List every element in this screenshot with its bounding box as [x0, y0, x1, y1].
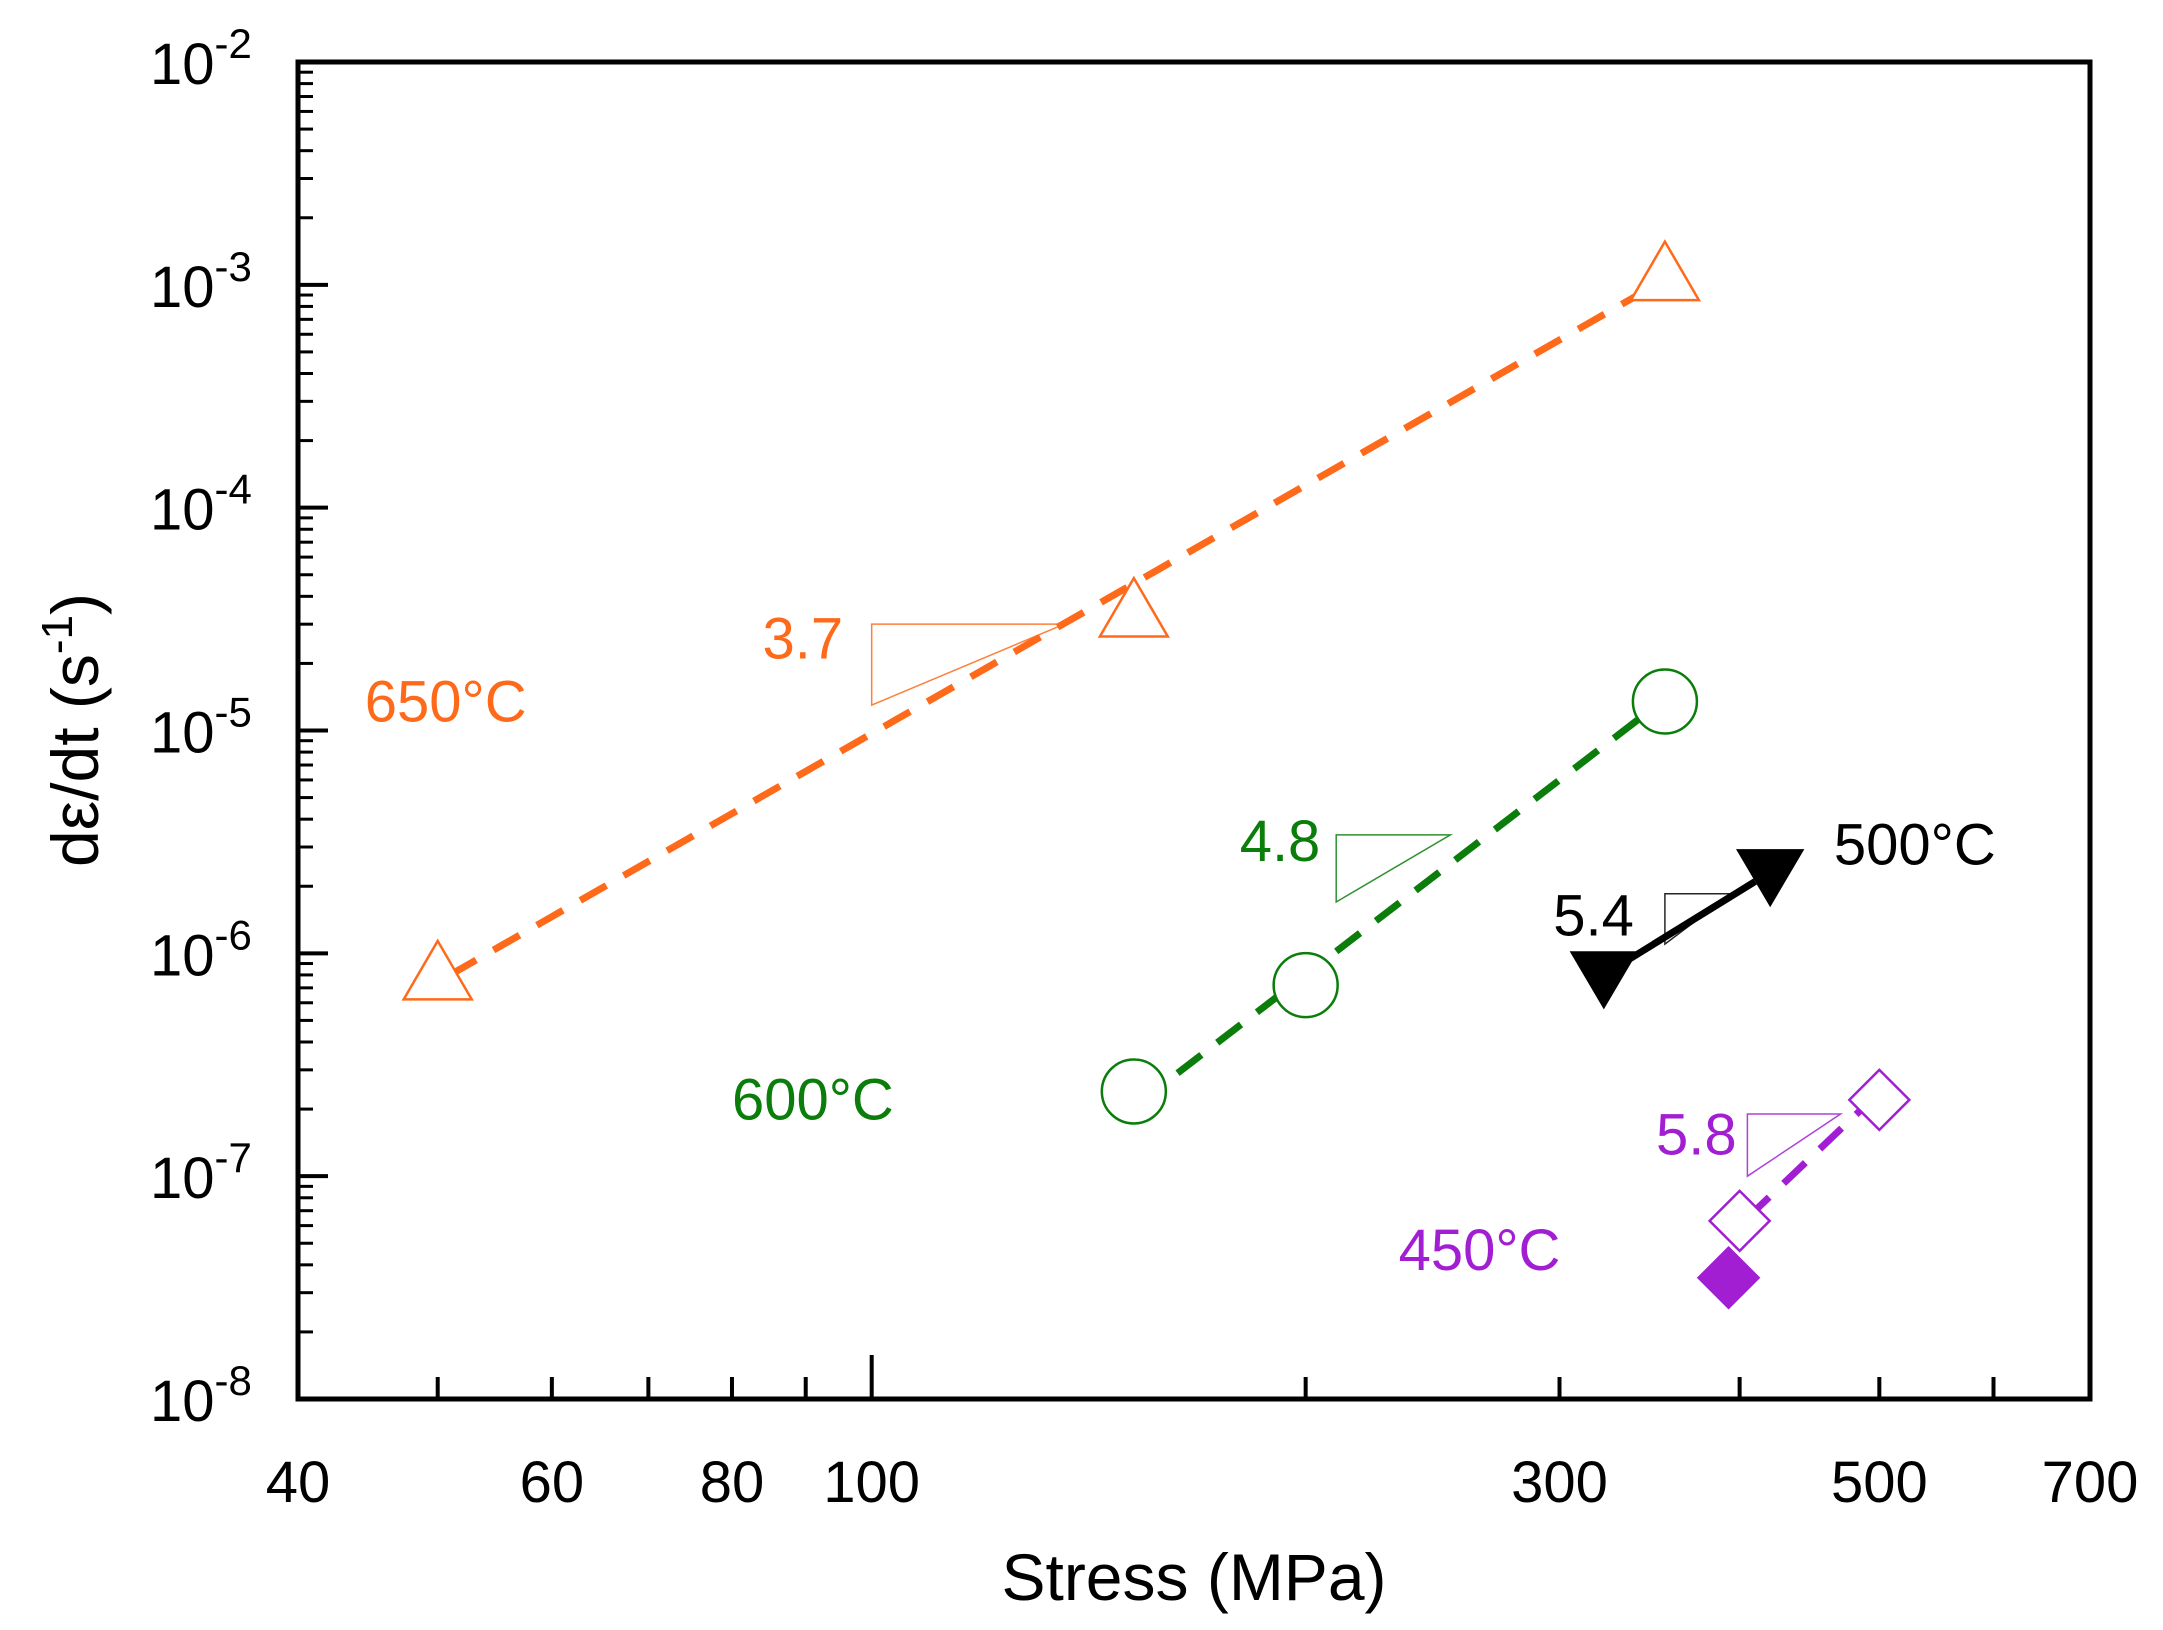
y-tick-label: 10-4 — [150, 466, 252, 543]
slope-value-label: 4.8 — [1240, 809, 1321, 874]
circle-marker — [1100, 1058, 1168, 1125]
x-axis-title: Stress (MPa) — [1001, 1540, 1386, 1614]
triangle-down-marker — [1569, 951, 1639, 1010]
series-label: 500°C — [1834, 813, 1996, 878]
y-axis-title: dε/dt (s-1) — [33, 593, 112, 867]
y-tick-exponent: -2 — [215, 20, 252, 67]
y-tick-base: 10 — [150, 32, 215, 97]
x-tick-label: 40 — [266, 1450, 331, 1515]
diamond-marker — [1847, 1068, 1912, 1132]
fit-line-3 — [1744, 1101, 1870, 1221]
y-tick-exponent: -3 — [215, 243, 252, 290]
x-tick-label: 700 — [2042, 1450, 2139, 1515]
y-tick-base: 10 — [150, 1146, 215, 1211]
y-tick-exponent: -4 — [215, 466, 252, 513]
triangle-up-marker — [1628, 239, 1702, 302]
x-tick-label: 500 — [1831, 1450, 1928, 1515]
triangle-up-marker — [1097, 575, 1171, 638]
y-tick-exponent: -8 — [215, 1357, 252, 1404]
y-tick-exponent: -6 — [215, 911, 252, 958]
y-tick-base: 10 — [150, 255, 215, 320]
slope-triangle-0 — [870, 623, 1065, 707]
y-axis-title-exponent: -1 — [33, 615, 82, 654]
y-tick-exponent: -7 — [215, 1134, 252, 1181]
data-points — [401, 239, 1912, 1310]
x-tick-label: 80 — [700, 1450, 765, 1515]
y-tick-base: 10 — [150, 1369, 215, 1434]
diamond-marker — [1696, 1245, 1761, 1310]
y-tick-base: 10 — [150, 701, 215, 766]
y-axis: 10-210-310-410-510-610-710-8 — [150, 20, 328, 1434]
circle-marker — [1631, 668, 1699, 735]
slope-triangle-3 — [1746, 1113, 1844, 1178]
y-tick-label: 10-6 — [150, 911, 252, 988]
x-tick-label: 60 — [520, 1450, 585, 1515]
y-tick-label: 10-8 — [150, 1357, 252, 1434]
series-label: 450°C — [1399, 1218, 1561, 1283]
diamond-marker — [1707, 1189, 1772, 1253]
x-axis: 40 60 80 100 300 500 700 — [266, 1355, 2139, 1515]
slope-triangle-1 — [1335, 834, 1454, 904]
slope-triangles — [870, 623, 1844, 1178]
y-tick-base: 10 — [150, 923, 215, 988]
series-label: 600°C — [732, 1067, 894, 1132]
series-label: 650°C — [365, 669, 527, 734]
triangle-up-marker — [401, 938, 474, 1001]
y-axis-title-close: ) — [38, 593, 112, 615]
triangle-down-marker — [1735, 849, 1805, 908]
y-tick-exponent: -5 — [215, 689, 252, 736]
y-tick-label: 10-2 — [150, 20, 252, 97]
fit-line-0 — [448, 286, 1649, 978]
circle-marker — [1272, 951, 1339, 1019]
y-tick-label: 10-5 — [150, 689, 252, 766]
y-tick-base: 10 — [150, 478, 215, 543]
series-labels: 650°C 3.7 600°C 4.8 500°C 5.4 450°C 5.8 — [365, 607, 1996, 1283]
x-tick-label: 100 — [823, 1450, 920, 1515]
y-tick-label: 10-3 — [150, 243, 252, 320]
slope-value-label: 5.8 — [1656, 1103, 1737, 1168]
slope-triangle-2 — [1664, 893, 1734, 946]
y-tick-label: 10-7 — [150, 1134, 252, 1211]
y-axis-title-main: dε/dt (s — [38, 654, 112, 867]
x-tick-label: 300 — [1511, 1450, 1608, 1515]
slope-value-label: 3.7 — [763, 607, 844, 672]
slope-value-label: 5.4 — [1553, 884, 1634, 949]
